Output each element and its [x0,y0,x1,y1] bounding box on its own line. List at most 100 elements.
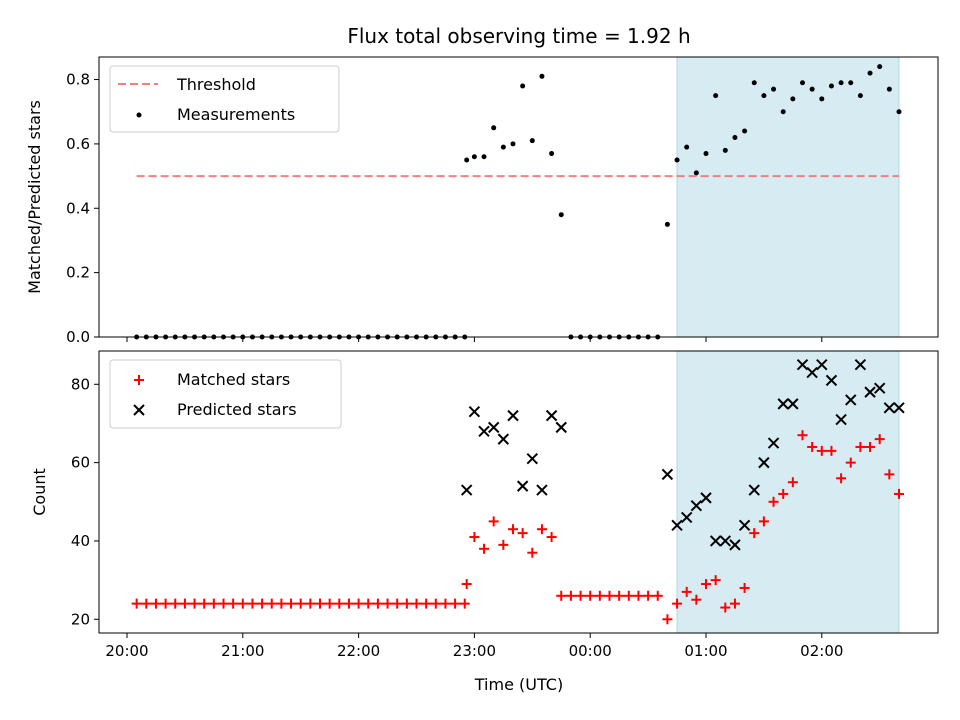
matched-star-point [237,598,248,609]
predicted-star-point [516,480,529,492]
top-legend: Threshold Measurements [109,65,340,133]
matched-star-point [247,598,258,609]
matched-star-point [498,539,509,550]
matched-star-point [729,598,740,609]
x-axis-label: Time (UTC) [474,675,563,694]
matched-star-point [517,528,528,539]
chart-title: Flux total observing time = 1.92 h [347,24,690,48]
matched-star-point [749,528,760,539]
top-observing-window [676,56,900,338]
y-tick-label: 20 [71,610,90,628]
x-tick-label: 23:00 [453,642,496,660]
matched-star-point [527,547,538,558]
predicted-star-point [526,453,539,465]
measurement-point [800,80,805,86]
matched-star-point [324,598,335,609]
y-tick-label: 0.2 [66,264,90,282]
predicted-star-point [719,535,732,547]
measurement-point [780,109,786,115]
legend-predicted-marker [133,404,145,416]
matched-star-point [556,590,567,601]
predicted-star-point [738,519,751,531]
predicted-star-point [536,484,548,496]
matched-star-point [141,598,152,609]
predicted-star-point [545,409,558,422]
y-tick-label: 40 [71,532,90,550]
matched-star-point [739,582,750,593]
matched-star-point [315,598,325,609]
matched-star-point [170,598,181,609]
measurement-point [722,147,728,153]
matched-star-point [623,590,634,601]
bottom-y-ticks: 20 40 60 80 [71,375,99,628]
bottom-y-axis-label: Count [30,468,49,516]
measurement-point [491,125,497,131]
matched-star-point [208,598,219,609]
predicted-star-point [873,382,886,394]
matched-star-point [845,457,856,468]
legend-matched-label: Matched stars [177,370,290,389]
matched-star-point [459,598,470,609]
matched-star-point [382,598,393,609]
matched-star-point [787,477,798,488]
legend-measurements-swatch [136,112,142,118]
bottom-legend-box [109,359,342,429]
predicted-star-point [468,406,481,418]
predicted-star-point [893,402,905,414]
matched-star-point [372,598,383,609]
measurement-point [500,144,506,150]
matched-star-point [440,598,451,609]
matched-star-point [131,598,142,609]
predicted-star-point [690,500,703,512]
y-tick-label: 80 [71,375,90,393]
x-tick-label: 20:00 [105,642,148,660]
measurement-point [520,83,526,89]
predicted-star-point [796,359,809,371]
top-y-axis-label: Matched/Predicted stars [25,100,44,294]
top-panel: 0.00.20.40.60.8 Matched/Predicted stars … [25,56,939,346]
matched-star-point [768,496,779,507]
measurement-point [464,157,470,163]
bottom-observing-window [676,350,900,634]
measurement-point [549,151,555,157]
matched-star-point [710,575,721,586]
predicted-star-point [729,539,741,551]
measurement-point [674,157,680,163]
measurement-point [684,144,690,150]
predicted-star-point [825,374,838,387]
predicted-star-point [661,468,674,481]
measurement-point [664,221,670,227]
matched-star-point [681,586,692,597]
x-tick-label: 01:00 [684,642,727,660]
matched-star-point [855,441,866,452]
matched-star-point [150,598,161,609]
matched-star-point [228,598,239,609]
matched-star-point [401,598,412,609]
legend-predicted-swatch [133,404,145,416]
matched-star-point [826,445,837,456]
x-tick-label: 00:00 [569,642,612,660]
top-x-ticks [126,337,823,342]
bottom-x-ticks: 20:00 21:00 22:00 23:00 00:00 01:00 02:00 [105,633,843,660]
bottom-panel: 20 40 60 80 20:00 21:00 22:00 23:00 00:00 01:00 0… [30,350,939,694]
matched-star-point [160,598,171,609]
predicted-star-point [777,398,789,410]
matched-star-point [874,434,885,445]
matched-star-point [652,590,663,601]
matched-star-point [199,598,210,609]
matched-star-point [334,598,345,609]
measurement-point [790,96,796,102]
top-axes-frame [98,56,939,338]
matched-star-point [353,598,364,609]
predicted-star-point [854,359,867,371]
predicted-star-point [460,484,473,496]
matched-star-point [585,590,596,601]
measurement-point [809,86,815,92]
matched-star-point [295,598,306,609]
matched-star-point [266,598,277,609]
y-tick-label: 0.4 [66,199,90,217]
matched-star-point [565,590,576,601]
matched-star-point [218,598,229,609]
predicted-star-point [478,425,490,437]
predicted-star-point [864,386,876,398]
